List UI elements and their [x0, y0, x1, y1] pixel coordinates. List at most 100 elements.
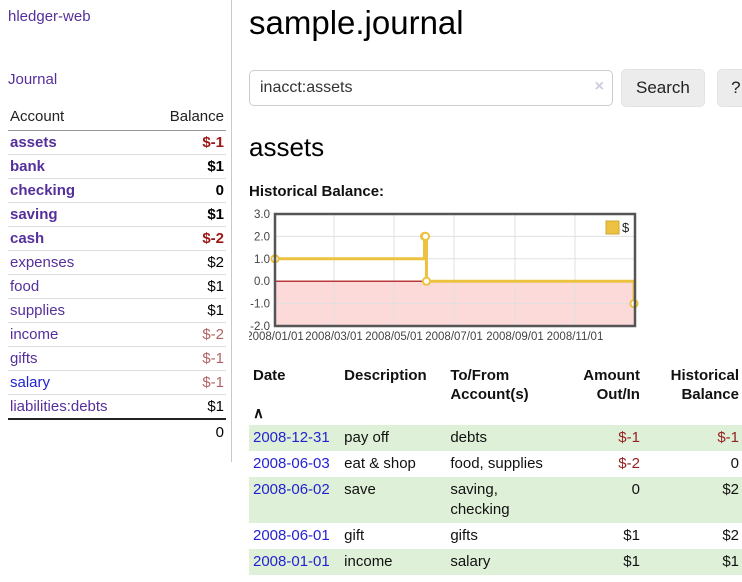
accounts-total: 0 [146, 418, 226, 444]
svg-text:0.0: 0.0 [254, 276, 270, 288]
svg-text:2008/11/01: 2008/11/01 [547, 331, 604, 343]
account-balance: $-1 [146, 346, 226, 371]
account-link-expenses[interactable]: expenses [10, 254, 75, 271]
txn-accounts: salary [446, 549, 556, 575]
account-row: checking 0 [8, 178, 226, 203]
svg-text:2.0: 2.0 [254, 231, 270, 243]
txn-amount: $1 [623, 527, 640, 544]
txn-amount: $-1 [555, 425, 644, 451]
svg-text:2008/07/01: 2008/07/01 [425, 331, 483, 343]
chart-heading: Historical Balance: [249, 183, 385, 200]
svg-text:2008/03/01: 2008/03/01 [305, 331, 363, 343]
account-balance: $1 [146, 154, 226, 179]
txn-balance: $1 [643, 549, 742, 575]
account-row: income $-2 [8, 322, 226, 347]
account-link-checking[interactable]: checking [10, 182, 76, 199]
txn-balance: 0 [730, 455, 739, 472]
search-box: × [249, 70, 613, 106]
account-link-supplies[interactable]: supplies [10, 302, 66, 319]
clear-search-icon[interactable]: × [594, 78, 604, 95]
svg-text:-1.0: -1.0 [250, 299, 270, 311]
txn-description: eat & shop [344, 455, 416, 472]
register-header-amount: Amount Out/In [583, 367, 640, 403]
accounts-header-account: Account [8, 104, 147, 131]
account-balance: $-1 [146, 130, 226, 155]
register-header-date[interactable]: Date ∧ [249, 364, 340, 425]
main-content: sample.journal × Search ? assets Histori… [232, 0, 742, 582]
accounts-table: Account Balance assets $-1 bank $1 check… [8, 104, 226, 444]
account-row: salary $-1 [8, 370, 226, 395]
svg-text:-2.0: -2.0 [250, 321, 270, 333]
register-row: 2008-01-01 income salary $1 $1 [249, 549, 742, 575]
txn-date-link[interactable]: 2008-12-31 [253, 429, 330, 446]
search-input[interactable] [249, 70, 613, 106]
txn-date-link[interactable]: 2008-06-01 [253, 527, 330, 544]
svg-text:3.0: 3.0 [254, 209, 270, 221]
search-button[interactable]: Search [621, 69, 705, 107]
register-table: Date ∧ Description To/From Account(s) Am… [249, 364, 742, 575]
help-button[interactable]: ? [716, 69, 742, 107]
svg-text:2008/05/01: 2008/05/01 [365, 331, 423, 343]
account-link-cash[interactable]: cash [10, 230, 45, 247]
txn-accounts: food, supplies [450, 455, 543, 472]
account-row: saving $1 [8, 202, 226, 227]
account-balance: $1 [146, 298, 226, 323]
txn-date-link[interactable]: 2008-01-01 [253, 553, 330, 570]
account-balance: 0 [146, 178, 226, 203]
txn-date-link[interactable]: 2008-06-03 [253, 455, 330, 472]
account-row: bank $1 [8, 154, 226, 179]
register-header-accounts: To/From Account(s) [450, 367, 529, 403]
account-balance: $1 [146, 274, 226, 299]
account-row: cash $-2 [8, 226, 226, 251]
account-link-saving[interactable]: saving [10, 206, 58, 223]
txn-accounts: gifts [450, 527, 478, 544]
register-header-balance: Historical Balance [670, 367, 739, 403]
accounts-header-balance: Balance [146, 104, 226, 131]
historical-balance-chart: $3.0 2.0 1.0 0.0 -1.0 -2.0 2008/01/01 2008/03/0… [246, 208, 742, 352]
account-balance: $1 [146, 394, 226, 419]
account-link-salary[interactable]: salary [10, 374, 51, 391]
account-link-gifts[interactable]: gifts [10, 350, 38, 367]
account-link-assets[interactable]: assets [10, 134, 57, 151]
account-balance: $-2 [146, 322, 226, 347]
register-row: 2008-12-31 pay off debts $-1 $-1 [249, 425, 742, 451]
account-balance: $1 [146, 202, 226, 227]
account-row: gifts $-1 [8, 346, 226, 371]
register-row: 2008-06-02 save saving, checking 0 $2 [249, 477, 742, 523]
svg-text:2008/09/01: 2008/09/01 [486, 331, 544, 343]
register-row: 2008-06-01 gift gifts $1 $2 [249, 523, 742, 549]
account-link-bank[interactable]: bank [10, 158, 46, 175]
search-form: × Search ? [249, 69, 742, 107]
account-row: food $1 [8, 274, 226, 299]
sidebar: hledger-web Journal Account Balance asse… [0, 0, 232, 462]
txn-description: save [340, 477, 447, 523]
register-header-row: Date ∧ Description To/From Account(s) Am… [249, 364, 742, 425]
account-heading: assets [249, 132, 325, 162]
register-header-description: Description [344, 367, 427, 384]
nav-journal-link[interactable]: Journal [8, 71, 58, 88]
page-title: sample.journal [249, 4, 464, 41]
txn-date-link[interactable]: 2008-06-02 [253, 481, 330, 498]
svg-text:$: $ [622, 220, 630, 235]
txn-accounts: debts [446, 425, 556, 451]
account-row: supplies $1 [8, 298, 226, 323]
accounts-header-row: Account Balance [8, 104, 226, 131]
account-balance: $-1 [146, 370, 226, 395]
account-row: expenses $2 [8, 250, 226, 275]
svg-text:2008/01/01: 2008/01/01 [249, 331, 304, 343]
account-link-liabilities-debts[interactable]: liabilities:debts [10, 398, 108, 415]
account-row: assets $-1 [8, 130, 226, 155]
txn-amount: $1 [555, 549, 644, 575]
account-balance: $2 [146, 250, 226, 275]
accounts-total-row: 0 [8, 418, 226, 444]
txn-balance: $2 [643, 477, 742, 523]
txn-accounts: saving, checking [446, 477, 556, 523]
account-link-income[interactable]: income [10, 326, 59, 343]
sort-asc-icon[interactable]: ∧ [253, 405, 264, 422]
app-title: hledger-web [8, 8, 91, 25]
account-link-food[interactable]: food [10, 278, 40, 295]
txn-balance: $2 [722, 527, 739, 544]
txn-description: pay off [340, 425, 447, 451]
txn-amount: $-2 [618, 455, 640, 472]
